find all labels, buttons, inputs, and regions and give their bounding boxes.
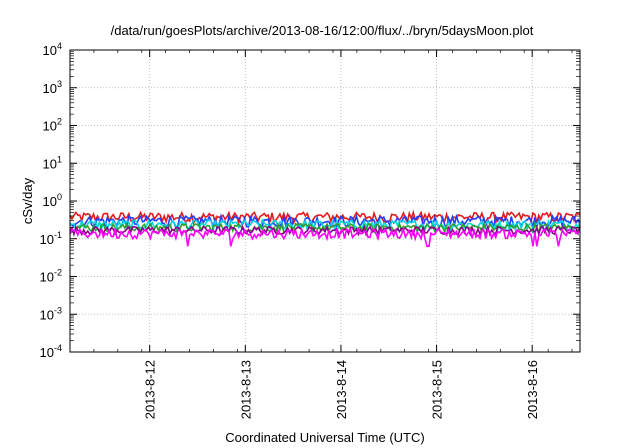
y-tick-label: 100 [43, 192, 62, 209]
x-axis-label: Coordinated Universal Time (UTC) [225, 430, 424, 445]
y-tick-label: 10-2 [40, 268, 62, 285]
series-line [69, 226, 581, 248]
y-tick-label: 102 [43, 117, 62, 134]
y-tick-label: 10-4 [40, 343, 62, 360]
x-tick-label: 2013-8-13 [238, 360, 253, 419]
y-axis: 10-4 10-3 10-2 10-1 100 101 102 103 104 [40, 41, 580, 360]
series-line [69, 221, 581, 235]
series-line [69, 213, 581, 230]
chart-title: /data/run/goesPlots/archive/2013-08-16/1… [111, 23, 534, 38]
y-tick-label: 101 [43, 154, 62, 171]
x-tick-label: 2013-8-14 [334, 360, 349, 419]
y-tick-label: 104 [43, 41, 62, 58]
x-tick-label: 2013-8-15 [430, 360, 445, 419]
x-tick-label: 2013-8-16 [525, 360, 540, 419]
y-axis-label: cSv/day [20, 177, 35, 224]
y-tick-label: 10-1 [40, 230, 62, 247]
x-tick-label: 2013-8-12 [143, 360, 158, 419]
grid [70, 50, 580, 352]
y-tick-label: 10-3 [40, 305, 62, 322]
series-group [69, 209, 581, 248]
y-tick-label: 103 [43, 79, 62, 96]
x-axis: 2013-8-12 2013-8-13 2013-8-14 2013-8-15 2013… [69, 50, 573, 419]
